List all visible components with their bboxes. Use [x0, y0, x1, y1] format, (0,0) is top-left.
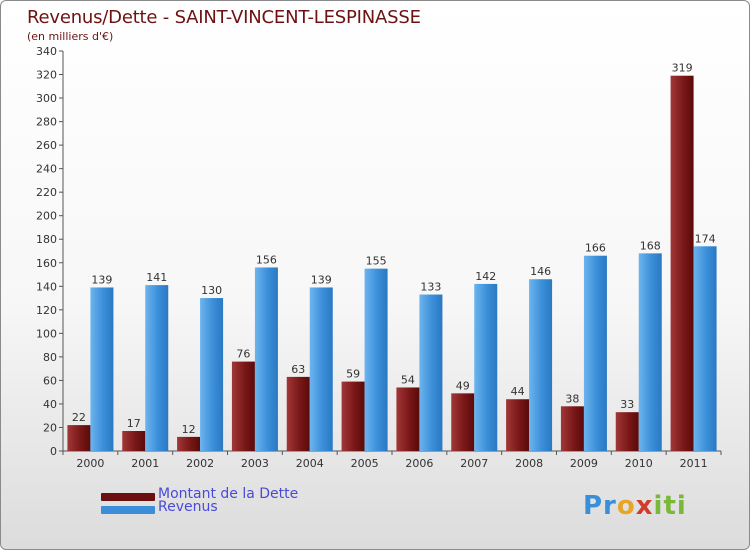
x-tick-label: 2008	[515, 457, 543, 470]
y-tick-label: 280	[36, 116, 57, 129]
bar-revenus	[200, 298, 224, 451]
bar-revenus	[693, 246, 717, 451]
data-label: 59	[346, 368, 360, 381]
data-label: 76	[236, 348, 250, 361]
data-label: 319	[672, 62, 693, 75]
bar-debt	[231, 361, 255, 451]
data-label: 168	[640, 239, 661, 252]
data-label: 12	[182, 423, 196, 436]
data-label: 33	[620, 398, 634, 411]
data-label: 44	[511, 385, 525, 398]
data-label: 156	[256, 253, 277, 266]
data-label: 174	[695, 232, 716, 245]
bar-debt	[122, 431, 146, 451]
data-label: 17	[127, 417, 141, 430]
chart-title: Revenus/Dette - SAINT-VINCENT-LESPINASSE	[27, 7, 421, 28]
y-tick-label: 120	[36, 304, 57, 317]
data-label: 38	[565, 392, 579, 405]
x-tick-label: 2005	[351, 457, 379, 470]
logo-part-3: x	[635, 491, 654, 521]
bar-debt	[396, 387, 420, 451]
data-label: 54	[401, 373, 415, 386]
y-tick-label: 200	[36, 210, 57, 223]
bar-revenus	[254, 267, 278, 451]
x-tick-label: 2003	[241, 457, 269, 470]
y-tick-label: 60	[43, 374, 57, 387]
bar-debt	[670, 75, 694, 452]
data-label: 22	[72, 411, 86, 424]
x-tick-label: 2007	[460, 457, 488, 470]
x-tick-label: 2004	[296, 457, 324, 470]
data-label: 142	[475, 270, 496, 283]
bar-debt	[177, 436, 201, 451]
bar-debt	[560, 406, 584, 451]
y-tick-label: 220	[36, 186, 57, 199]
x-tick-label: 2001	[131, 457, 159, 470]
x-tick-label: 2011	[680, 457, 708, 470]
bar-revenus	[90, 287, 114, 451]
chart-labels: 22 139 17 141 12 130 76 156 63 139 59 155 54 133 49 142…	[72, 62, 716, 436]
chart-bars	[67, 75, 717, 452]
bar-debt	[286, 376, 310, 451]
legend-item-revenus: Revenus	[101, 499, 218, 517]
y-tick-label: 240	[36, 163, 57, 176]
chart-axes: 0 20 40 60 80 100 120 140 160 180 200 220 240 260 280 3…	[36, 45, 722, 470]
data-label: 139	[311, 273, 332, 286]
legend-swatch-revenus	[101, 506, 155, 514]
proxiti-logo: Proxiti	[583, 491, 687, 521]
bar-debt	[451, 393, 475, 451]
x-tick-label: 2006	[405, 457, 433, 470]
data-label: 155	[366, 255, 387, 268]
y-tick-label: 20	[43, 421, 57, 434]
y-tick-label: 180	[36, 233, 57, 246]
y-tick-label: 80	[43, 351, 57, 364]
data-label: 130	[201, 284, 222, 297]
data-label: 146	[530, 265, 551, 278]
bar-revenus	[638, 253, 662, 451]
data-label: 63	[291, 363, 305, 376]
y-tick-label: 340	[36, 45, 57, 58]
logo-part-4: iti	[653, 491, 687, 521]
data-label: 141	[146, 271, 167, 284]
legend-item-debt: Montant de la Dette	[101, 486, 298, 504]
x-tick-label: 2000	[76, 457, 104, 470]
legend-swatch-debt	[101, 493, 155, 501]
y-tick-label: 40	[43, 398, 57, 411]
bar-revenus	[309, 287, 333, 451]
y-tick-label: 160	[36, 257, 57, 270]
logo-part-2: o	[616, 491, 636, 521]
bar-revenus	[145, 285, 169, 451]
bar-revenus	[474, 283, 498, 451]
bar-revenus	[419, 294, 443, 451]
bar-revenus	[583, 255, 607, 451]
bar-revenus	[529, 279, 553, 451]
bar-revenus	[364, 268, 388, 451]
bar-debt	[67, 425, 91, 451]
y-tick-label: 0	[50, 445, 57, 458]
x-tick-label: 2010	[625, 457, 653, 470]
data-label: 49	[456, 379, 470, 392]
data-label: 166	[585, 242, 606, 255]
bar-debt	[615, 412, 639, 451]
data-label: 133	[420, 281, 441, 294]
x-tick-label: 2002	[186, 457, 214, 470]
legend-label-debt: Montant de la Dette	[158, 486, 299, 502]
y-tick-label: 300	[36, 92, 57, 105]
data-label: 139	[91, 273, 112, 286]
logo-part-1: Pr	[583, 491, 617, 521]
y-tick-label: 320	[36, 69, 57, 82]
chart-subtitle: (en milliers d'€)	[27, 30, 114, 43]
bar-debt	[341, 381, 365, 451]
y-tick-label: 260	[36, 139, 57, 152]
legend-label-revenus: Revenus	[158, 499, 218, 515]
y-tick-label: 100	[36, 327, 57, 340]
y-tick-label: 140	[36, 280, 57, 293]
bar-debt	[506, 399, 530, 451]
x-tick-label: 2009	[570, 457, 598, 470]
